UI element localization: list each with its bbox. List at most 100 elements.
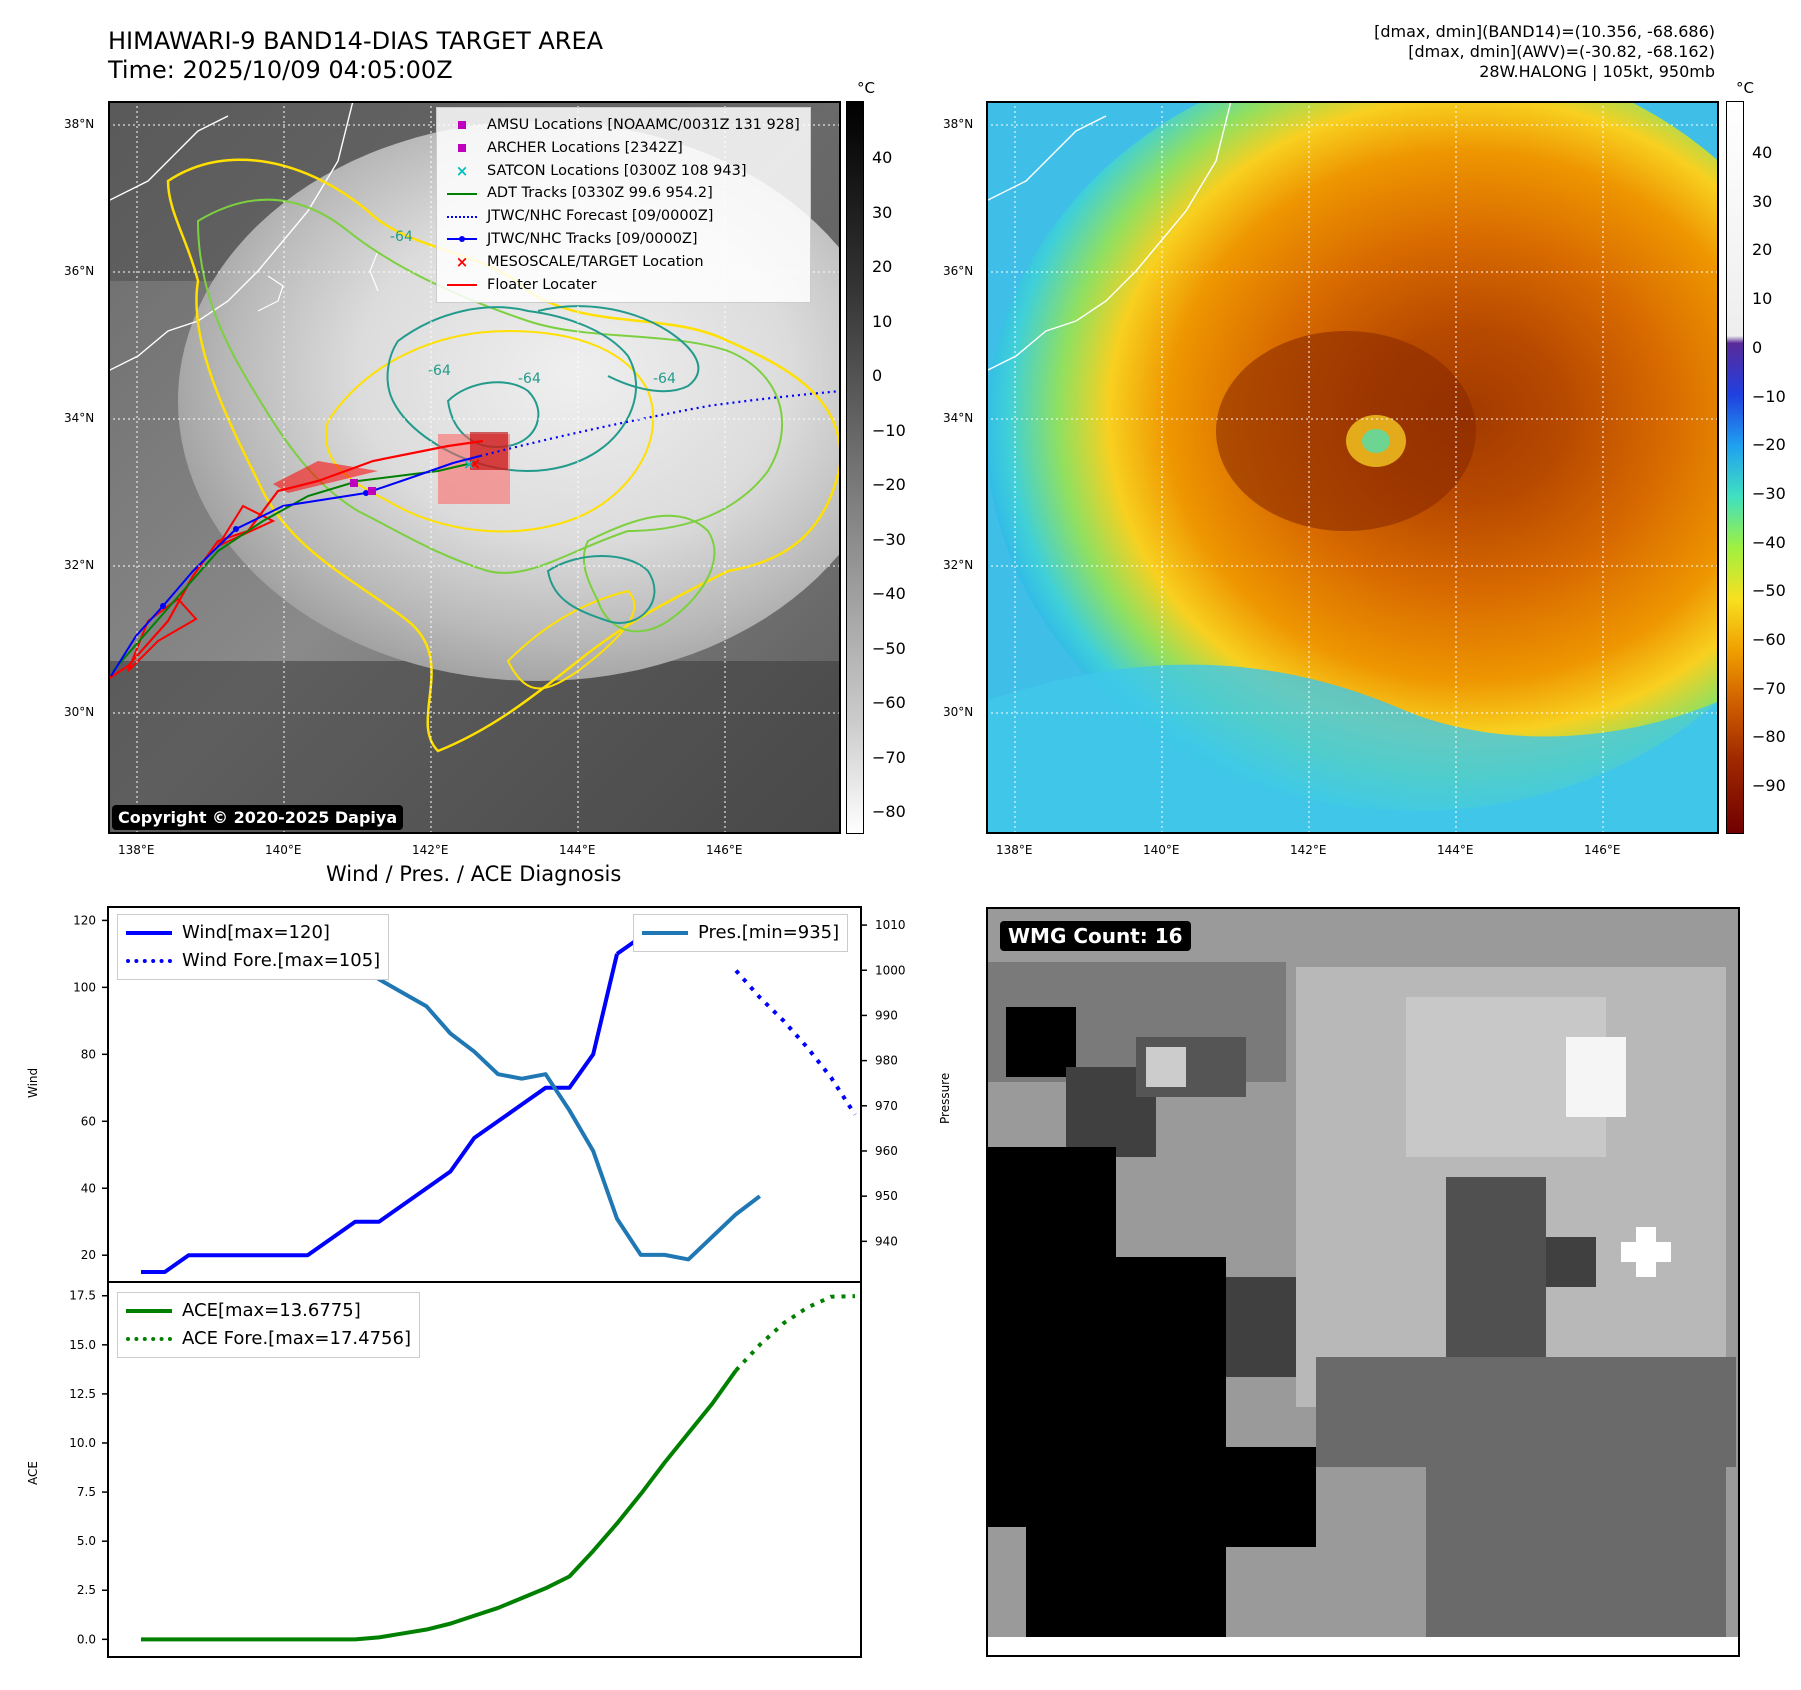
band14-map: -64 -64 -64 -64 × × [108,101,841,834]
pressure-tick-label: 960 [875,1144,898,1158]
line-icon [126,1308,172,1314]
contour-label: -64 [653,371,676,387]
wind-forecast-line [734,969,857,1116]
coastline [110,115,229,201]
lon-label: 138°E [996,843,1033,857]
satcon-x-icon: × [463,457,475,473]
colorbar-tick-label: −80 [1752,727,1786,747]
colorbar-tick-label: 10 [872,311,893,331]
legend-row-satcon: × SATCON Locations [0300Z 108 943] [447,160,800,183]
colorbar-tick-label: 10 [1752,289,1773,309]
line-icon [447,279,477,291]
ace-legend: ACE[max=13.6775] ACE Fore.[max=17.4756] [117,1292,420,1358]
legend-label: JTWC/NHC Forecast [09/0000Z] [487,208,714,225]
ace-tick-label: 0.0 [77,1632,96,1646]
contour-label: -64 [428,363,451,379]
figure-time: Time: 2025/10/09 04:05:00Z [108,56,453,84]
lon-label: 142°E [1290,843,1327,857]
colorbar-tick-label: −30 [872,529,906,549]
dotted-line-icon [126,1336,172,1342]
wind-tick-label: 40 [81,1181,96,1195]
legend-row-forecast: JTWC/NHC Forecast [09/0000Z] [447,205,800,228]
figure-title: HIMAWARI-9 BAND14-DIAS TARGET AREA [108,27,604,55]
legend-row-wind-fore: Wind Fore.[max=105] [126,947,380,975]
colorbar-tick-label: 40 [872,148,893,167]
colorbar-right [1726,101,1744,834]
colorbar-tick-label: −80 [872,802,906,821]
lat-label: 38°N [64,117,95,131]
wmg-count-badge: WMG Count: 16 [1000,921,1191,951]
awv-map [986,101,1719,834]
info-storm: 28W.HALONG | 105kt, 950mb [1479,62,1715,81]
wind-tick-label: 20 [81,1248,96,1262]
lon-label: 146°E [1584,843,1621,857]
wind-tick-label: 120 [73,913,96,927]
lon-label: 146°E [706,843,743,857]
colorbar-tick-label: 0 [872,366,883,385]
map-grid [988,103,1717,832]
colorbar-tick-label: −10 [872,420,906,440]
pressure-tick-label: 940 [875,1234,898,1248]
ace-tick-label: 17.5 [69,1289,96,1303]
wind-tick-label: 100 [73,980,96,994]
legend-label: Pres.[min=935] [698,922,840,943]
pressure-tick-label: 1000 [875,963,906,977]
map-legend: AMSU Locations [NOAAMC/0031Z 131 928] AR… [436,107,811,304]
line-icon [447,188,477,200]
lon-label: 144°E [559,843,596,857]
pressure-tick-label: 990 [875,1008,898,1022]
pressure-tick-label: 980 [875,1054,898,1068]
contour-label: -64 [518,371,541,387]
dotted-line-icon [447,211,477,223]
legend-row-ace-fore: ACE Fore.[max=17.4756] [126,1325,411,1353]
colorbar-tick-label: −30 [1752,483,1786,503]
colorbar-tick-label: −70 [1752,678,1786,698]
wmg-panel: WMG Count: 16 [986,907,1740,1657]
lon-label: 142°E [412,843,449,857]
colorbar-tick-label: −50 [872,638,906,658]
colorbar-tick-label: 30 [872,202,893,222]
info-awv: [dmax, dmin](AWV)=(-30.82, -68.162) [1408,42,1715,61]
ace-tick-label: 2.5 [77,1583,96,1597]
lat-label: 32°N [64,558,95,572]
pressure-tick-label: 950 [875,1189,898,1203]
legend-row-archer: ARCHER Locations [2342Z] [447,137,800,160]
target-x-icon: × [468,454,481,473]
lat-label: 30°N [64,705,95,719]
legend-label: MESOSCALE/TARGET Location [487,253,704,270]
pressure-legend: Pres.[min=935] [633,914,849,952]
legend-row-ace: ACE[max=13.6775] [126,1297,411,1325]
colorbar-tick-label: −90 [1752,776,1786,796]
lon-label: 140°E [265,843,302,857]
coastline [988,115,1107,201]
archer-marker [368,487,376,495]
legend-label: ACE[max=13.6775] [182,1300,361,1321]
legend-label: ARCHER Locations [2342Z] [487,139,683,156]
green-contour [196,198,784,574]
legend-row-floater: Floater Locater [447,274,800,297]
lon-label: 140°E [1143,843,1180,857]
awv-map-canvas [988,103,1717,832]
legend-label: AMSU Locations [NOAAMC/0031Z 131 928] [487,117,800,133]
copyright-badge: Copyright © 2020-2025 Dapiya [112,805,404,830]
colorbar-tick-label: 20 [1752,240,1773,260]
amsu-marker [350,479,358,487]
ace-tick-label: 5.0 [77,1534,96,1548]
line-icon [642,930,688,936]
colorbar-tick-label: 0 [1752,337,1763,357]
legend-label: Wind[max=120] [182,922,330,943]
colorbar-unit: °C [857,79,875,97]
colorbar-tick-label: 40 [1752,143,1773,162]
colorbar-tick-label: −60 [1752,630,1786,649]
lat-label: 38°N [943,117,974,131]
lat-label: 36°N [943,264,974,278]
legend-label: JTWC/NHC Tracks [09/0000Z] [487,230,698,247]
legend-row-amsu: AMSU Locations [NOAAMC/0031Z 131 928] [447,114,800,137]
lat-label: 32°N [943,558,974,572]
colorbar-tick-label: −10 [1752,386,1786,406]
x-marker-icon: × [455,161,469,180]
teal-contour [386,306,637,472]
colorbar-tick-label: −20 [872,475,906,494]
colorbar-tick-label: −40 [872,584,906,603]
line-dot-icon [447,233,477,245]
